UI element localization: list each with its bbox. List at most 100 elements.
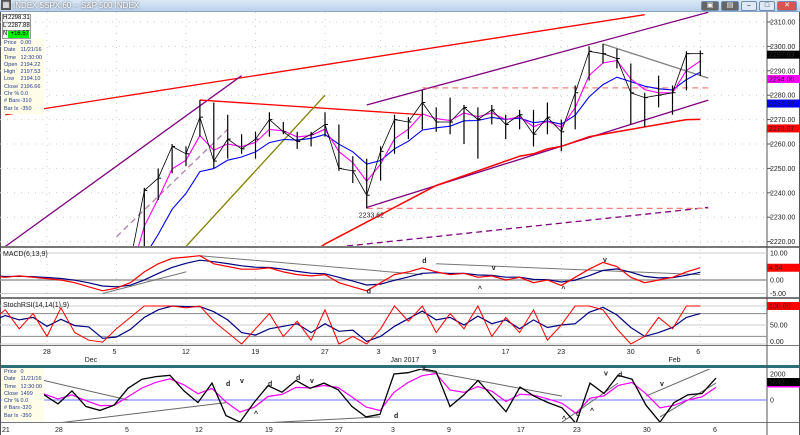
- info-row: Price 0.00: [4, 40, 42, 47]
- info-value: 0.00: [20, 40, 32, 46]
- macd-title: MACD(6,13,9): [3, 251, 48, 258]
- bottom-date-label: 28: [55, 427, 63, 434]
- bottom-date-label: 21: [2, 427, 10, 434]
- date-axis-label: 5: [113, 349, 117, 356]
- breadth-annotation: ^: [562, 415, 566, 423]
- close-button[interactable]: ✕: [777, 1, 797, 11]
- price-tick-label: 2290.00: [770, 68, 795, 75]
- info-value: 2197.53: [20, 69, 41, 76]
- info-label: Open: [4, 61, 18, 68]
- ema-fast-line: [138, 59, 701, 246]
- price-tick-label: 2240.00: [770, 190, 795, 197]
- window-title-bar[interactable]: ▦ INDEX $SPX,60 -- S&P 500 INDEX ▣ ▤ – □…: [0, 0, 800, 12]
- bottom-date-label: 6: [713, 427, 717, 434]
- net-key: N: [3, 31, 8, 37]
- macd-value-badge: [767, 263, 800, 272]
- bottom-date-label: 17: [517, 427, 525, 434]
- breadth-ma-badge: [767, 386, 800, 388]
- trendline: [602, 43, 709, 79]
- breadth-annotation: d: [226, 381, 230, 388]
- macd-plot: [0, 255, 701, 294]
- info-label: # Bars: [4, 98, 20, 105]
- date-axis-label: Jan 2017: [391, 357, 420, 364]
- macd-annotation: v: [492, 265, 496, 272]
- info-label: High: [4, 69, 16, 76]
- info-value: 0: [20, 369, 24, 375]
- high-key: H: [3, 15, 8, 21]
- breadth-trendline: [62, 402, 227, 422]
- stoch-k-line: [0, 304, 701, 345]
- macd-line: [0, 255, 701, 292]
- panel-divider: [0, 345, 800, 346]
- last-value-label: 2284.37: [769, 101, 794, 108]
- date-axis-label: 19: [252, 349, 260, 356]
- info-label: Chr %: [4, 91, 20, 98]
- breadth-value-label: 1692: [769, 380, 785, 387]
- breadth-annotation: d: [618, 372, 622, 379]
- info-value: 11/21/16: [20, 376, 42, 383]
- info-label: Close: [4, 83, 19, 90]
- info-label: # Bars: [4, 405, 20, 412]
- last-value-badge: [767, 50, 800, 59]
- trendline: [199, 99, 423, 116]
- breadth-trendline: [645, 369, 711, 397]
- bottom-date-label: 9: [447, 427, 451, 434]
- bottom-date-label: 19: [265, 427, 273, 434]
- info-row: Chr % 0.0: [4, 398, 42, 405]
- low-value: 2287.88: [8, 23, 30, 30]
- date-axis-label: 12: [182, 349, 190, 356]
- info-row: Close 2196.66: [4, 84, 42, 91]
- info-row: # Bars -320: [4, 405, 42, 412]
- info-row: Open 2194.22: [4, 62, 42, 69]
- breadth-annotation: v: [310, 378, 314, 385]
- info-label: Price: [4, 40, 17, 46]
- bottom-date-label: 30: [643, 427, 651, 434]
- info-row: Close 1499: [4, 391, 42, 398]
- macd-annotation: v: [603, 257, 607, 264]
- stoch-plot: [0, 304, 701, 345]
- minimize-button[interactable]: –: [741, 1, 757, 11]
- date-axis-label: 28: [43, 349, 51, 356]
- last-value-label: 2294.00: [769, 77, 794, 84]
- price-plot: [4, 12, 709, 246]
- macd-signal-line: [0, 259, 701, 288]
- breadth-annotation: v: [240, 378, 244, 385]
- info-label: Time: [4, 54, 17, 61]
- data-window-main: Price 0.00 Date 11/21/16 Time 12:30:00 Open…: [2, 39, 44, 114]
- info-value: -320: [20, 405, 32, 412]
- stoch-title: StochRSI(14,14(1),9): [3, 302, 69, 309]
- info-row: Date 11/21/16: [4, 376, 42, 383]
- net-change-box: N +16.57: [2, 30, 31, 39]
- info-value: 0.0: [20, 91, 29, 98]
- date-axis-label: 27: [321, 349, 329, 356]
- data-window-bottom: Price 0 Date 11/21/16 Time 12:30:00 Close 1…: [2, 368, 44, 422]
- info-value: 11/21/16: [20, 47, 42, 54]
- breadth-value-badge: [767, 378, 800, 387]
- macd-tick-label: 10.00: [770, 251, 788, 258]
- breadth-tick-label: 2000: [770, 372, 786, 379]
- breadth-trendline: [561, 382, 619, 422]
- breadth-annotation: v: [422, 365, 426, 372]
- date-axis-label: 17: [502, 349, 510, 356]
- trendline: [5, 14, 645, 116]
- panel-divider: [0, 297, 800, 299]
- price-tick-label: 2230.00: [770, 215, 795, 222]
- toolbar-icon[interactable]: ▤: [721, 1, 739, 11]
- date-axis-label: Feb: [669, 357, 681, 364]
- info-value: 2194.22: [20, 61, 41, 68]
- breadth-annotation: d: [296, 375, 300, 382]
- trendline: [4, 75, 242, 246]
- macd-tick-label: 0.00: [770, 278, 784, 285]
- maximize-button[interactable]: □: [759, 1, 775, 11]
- low-annotation: 2233.62: [359, 212, 384, 219]
- info-label: Date: [4, 376, 16, 383]
- toolbar-icon[interactable]: ▣: [701, 1, 719, 11]
- info-label: Close: [4, 390, 19, 397]
- last-value-badge: [767, 75, 800, 84]
- info-label: Time: [4, 383, 17, 390]
- info-row: Date 11/21/16: [4, 47, 42, 54]
- breadth-trendline: [271, 416, 381, 422]
- pane-separator: [0, 365, 800, 368]
- macd-tick-label: -5.00: [770, 291, 786, 298]
